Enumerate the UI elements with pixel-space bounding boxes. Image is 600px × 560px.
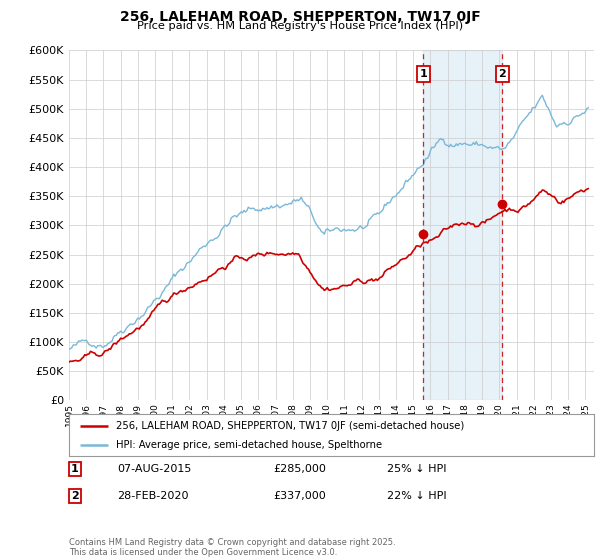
- Text: 28-FEB-2020: 28-FEB-2020: [117, 491, 188, 501]
- Text: HPI: Average price, semi-detached house, Spelthorne: HPI: Average price, semi-detached house,…: [116, 440, 382, 450]
- Text: Price paid vs. HM Land Registry's House Price Index (HPI): Price paid vs. HM Land Registry's House …: [137, 21, 463, 31]
- Text: 1: 1: [419, 69, 427, 79]
- Text: 2: 2: [71, 491, 79, 501]
- Text: 1: 1: [71, 464, 79, 474]
- Text: £337,000: £337,000: [273, 491, 326, 501]
- Text: 2: 2: [499, 69, 506, 79]
- Text: 25% ↓ HPI: 25% ↓ HPI: [387, 464, 446, 474]
- Text: 22% ↓ HPI: 22% ↓ HPI: [387, 491, 446, 501]
- Text: 256, LALEHAM ROAD, SHEPPERTON, TW17 0JF: 256, LALEHAM ROAD, SHEPPERTON, TW17 0JF: [119, 10, 481, 24]
- Text: £285,000: £285,000: [273, 464, 326, 474]
- Text: 256, LALEHAM ROAD, SHEPPERTON, TW17 0JF (semi-detached house): 256, LALEHAM ROAD, SHEPPERTON, TW17 0JF …: [116, 421, 464, 431]
- Text: Contains HM Land Registry data © Crown copyright and database right 2025.
This d: Contains HM Land Registry data © Crown c…: [69, 538, 395, 557]
- Bar: [423, 50, 502, 400]
- Text: 07-AUG-2015: 07-AUG-2015: [117, 464, 191, 474]
